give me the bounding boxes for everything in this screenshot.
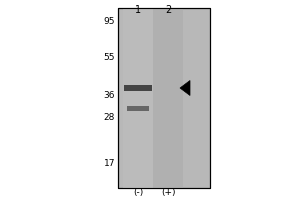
Text: 55: 55 xyxy=(103,53,115,62)
Text: (-): (-) xyxy=(133,188,143,196)
Bar xyxy=(153,8,183,188)
Bar xyxy=(118,8,210,188)
Text: 36: 36 xyxy=(103,90,115,99)
Text: (+): (+) xyxy=(161,188,175,196)
Text: 28: 28 xyxy=(103,114,115,122)
Bar xyxy=(127,106,149,110)
Text: 95: 95 xyxy=(103,18,115,26)
Bar xyxy=(118,8,210,188)
Text: 1: 1 xyxy=(135,5,141,15)
Text: 2: 2 xyxy=(165,5,171,15)
Bar xyxy=(124,85,152,91)
Bar xyxy=(123,8,153,188)
Polygon shape xyxy=(180,80,190,96)
Text: 17: 17 xyxy=(103,158,115,168)
